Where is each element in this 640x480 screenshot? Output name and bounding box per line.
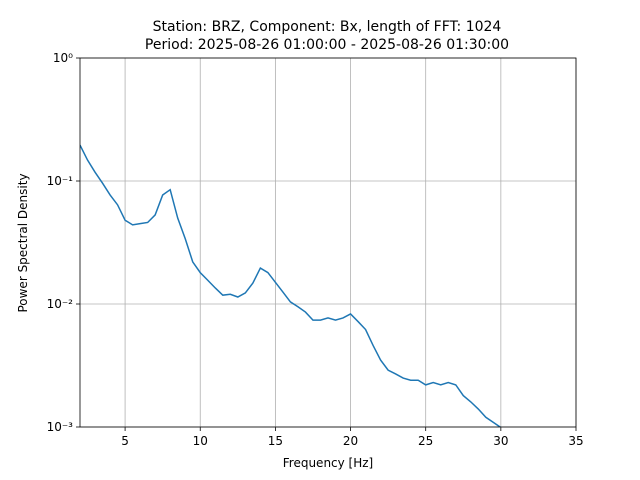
x-tick-label: 15 (268, 434, 283, 448)
x-tick-label: 20 (343, 434, 358, 448)
x-tick-label: 35 (568, 434, 583, 448)
y-tick-label: 10⁻¹ (47, 174, 74, 188)
plot-frame (79, 57, 577, 428)
chart-title: Station: BRZ, Component: Bx, length of F… (153, 19, 502, 35)
x-tick-label: 10 (193, 434, 208, 448)
x-tick-label: 30 (493, 434, 508, 448)
psd-line (80, 144, 502, 427)
y-tick-label: 10⁰ (53, 51, 73, 65)
y-axis-label: Power Spectral Density (16, 173, 30, 312)
x-tick-label: 25 (418, 434, 433, 448)
chart-subtitle: Period: 2025-08-26 01:00:00 - 2025-08-26… (145, 37, 509, 53)
y-tick-label: 10⁻² (47, 297, 74, 311)
y-tick-label: 10⁻³ (47, 420, 74, 434)
x-tick-label: 5 (121, 434, 129, 448)
x-axis-label: Frequency [Hz] (283, 456, 374, 470)
